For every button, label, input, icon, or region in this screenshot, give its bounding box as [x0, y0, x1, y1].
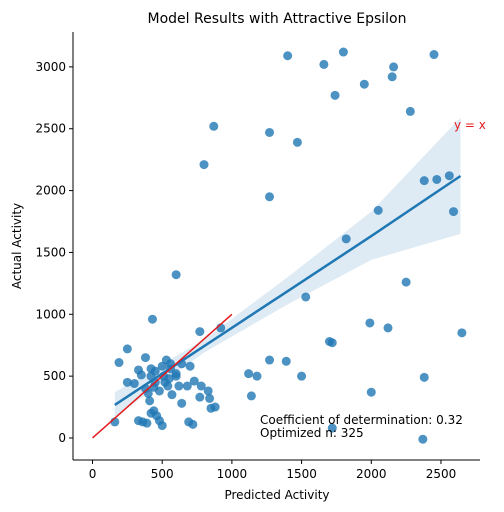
- point: [365, 318, 375, 328]
- point: [157, 421, 167, 431]
- point: [338, 47, 348, 57]
- annotation: Coefficient of determination: 0.32: [260, 413, 463, 427]
- point: [171, 371, 181, 381]
- x-tick-label: 2500: [426, 467, 457, 481]
- point: [174, 381, 184, 391]
- point: [449, 207, 459, 217]
- point: [405, 106, 415, 116]
- y-tick-label: 0: [58, 431, 66, 445]
- point: [182, 381, 192, 391]
- point: [444, 171, 454, 181]
- point: [199, 160, 209, 170]
- point: [252, 371, 262, 381]
- point: [265, 127, 275, 137]
- point: [136, 370, 146, 380]
- point: [419, 372, 429, 382]
- point: [163, 381, 173, 391]
- point: [327, 423, 337, 433]
- point: [330, 90, 340, 100]
- point: [145, 396, 155, 406]
- point: [196, 381, 206, 391]
- point: [401, 277, 411, 287]
- point: [147, 314, 157, 324]
- x-tick-label: 1000: [217, 467, 248, 481]
- point: [195, 392, 205, 402]
- identity-label: y = x: [454, 118, 486, 132]
- point: [142, 418, 152, 428]
- point: [246, 391, 256, 401]
- chart-title: Model Results with Attractive Epsilon: [148, 11, 407, 27]
- point: [297, 371, 307, 381]
- point: [185, 361, 195, 371]
- x-axis-label: Predicted Activity: [224, 488, 329, 502]
- point: [203, 386, 213, 396]
- y-tick-label: 500: [43, 369, 66, 383]
- y-axis-label: Actual Activity: [10, 203, 24, 289]
- point: [122, 377, 132, 387]
- point: [383, 323, 393, 333]
- x-tick-label: 500: [151, 467, 174, 481]
- x-tick-label: 2000: [356, 467, 387, 481]
- point: [167, 390, 177, 400]
- point: [327, 338, 337, 348]
- point: [114, 358, 124, 368]
- x-tick-label: 1500: [286, 467, 317, 481]
- point: [418, 434, 428, 444]
- regression-line: [114, 174, 462, 406]
- point: [292, 137, 302, 147]
- point: [457, 328, 467, 338]
- point: [283, 51, 293, 61]
- point: [188, 419, 198, 429]
- y-tick-label: 3000: [35, 60, 66, 74]
- point: [373, 205, 383, 215]
- point: [419, 176, 429, 186]
- annotation: Optimized n: 325: [260, 426, 364, 440]
- point: [171, 270, 181, 280]
- x-tick-label: 0: [89, 467, 97, 481]
- point: [281, 356, 291, 366]
- point: [432, 174, 442, 184]
- y-tick-label: 1000: [35, 307, 66, 321]
- point: [122, 344, 132, 354]
- point: [366, 387, 376, 397]
- point: [129, 379, 139, 389]
- point: [189, 376, 199, 386]
- point: [387, 72, 397, 82]
- point: [265, 192, 275, 202]
- point: [195, 327, 205, 337]
- point: [209, 121, 219, 131]
- point: [244, 369, 254, 379]
- point: [359, 79, 369, 89]
- point: [205, 393, 215, 403]
- point: [134, 416, 144, 426]
- point: [177, 398, 187, 408]
- identity-line: [92, 313, 233, 439]
- point: [319, 59, 329, 69]
- point: [341, 234, 351, 244]
- point: [389, 62, 399, 72]
- y-tick-label: 1500: [35, 245, 66, 259]
- point: [265, 355, 275, 365]
- point: [429, 50, 439, 60]
- point: [210, 402, 220, 412]
- point: [140, 353, 150, 363]
- y-tick-label: 2500: [35, 122, 66, 136]
- y-tick-label: 2000: [35, 184, 66, 198]
- point: [301, 292, 311, 302]
